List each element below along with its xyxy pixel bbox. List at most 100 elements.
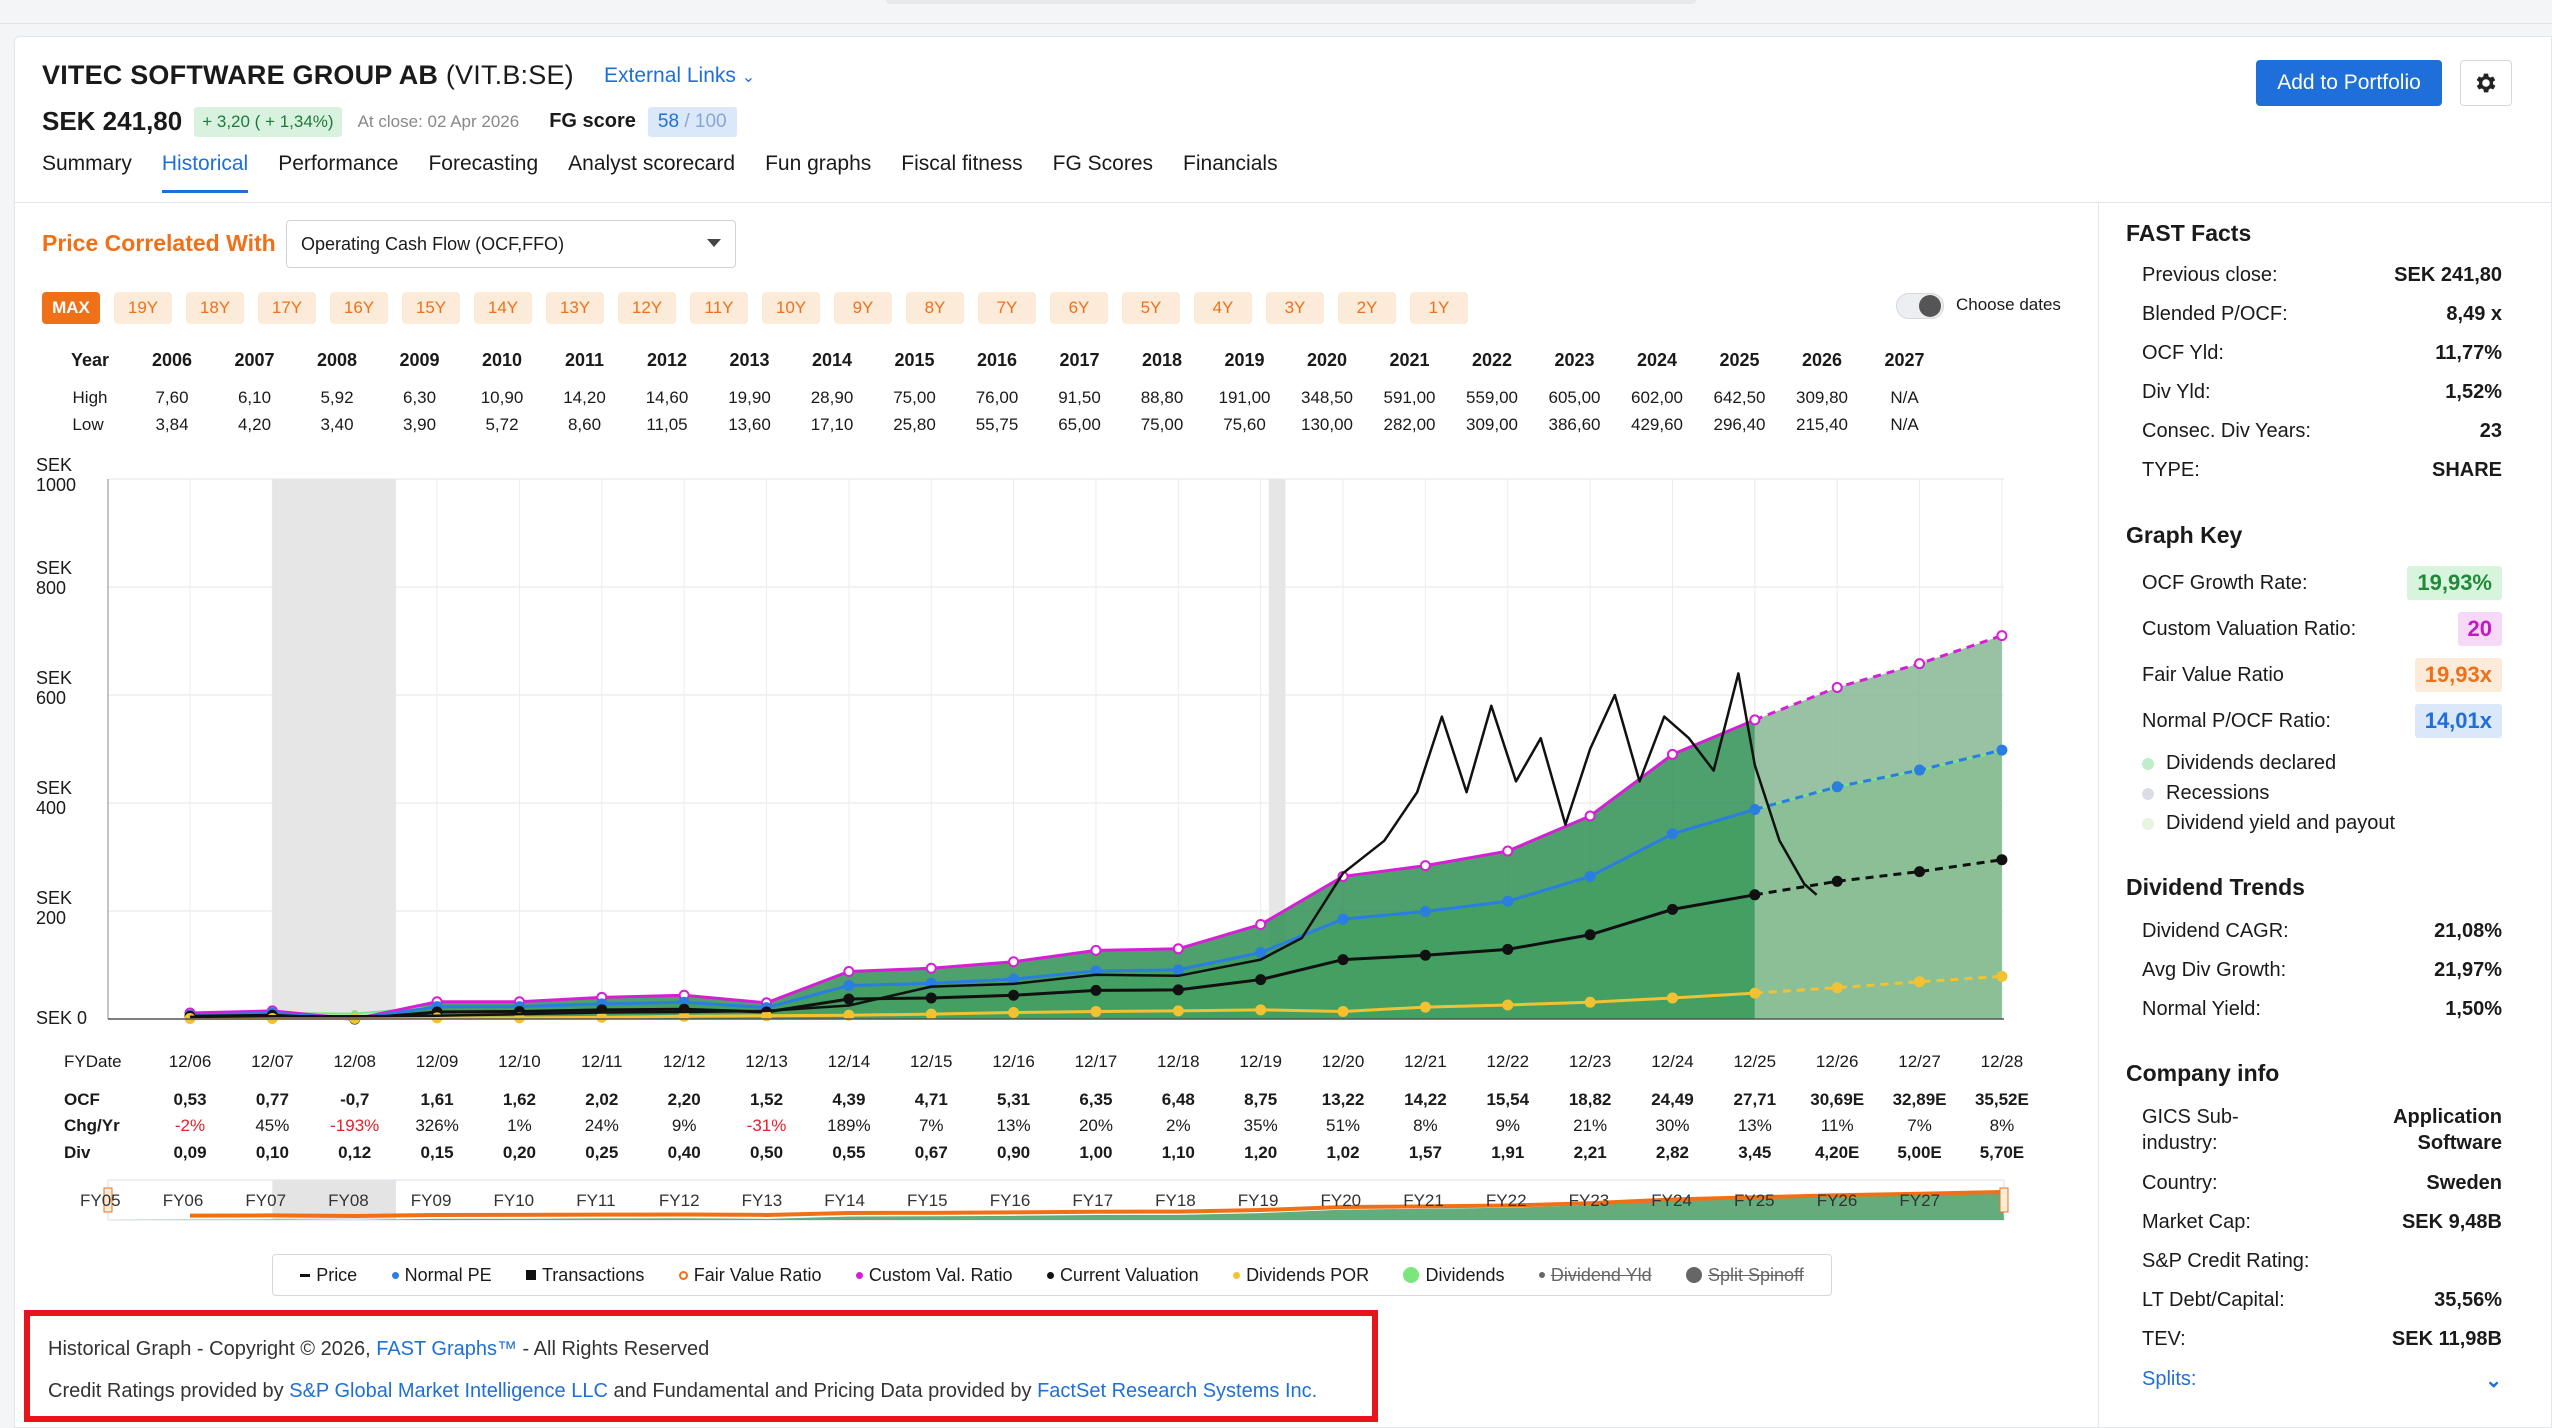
dividends-por-point: [1584, 996, 1596, 1008]
tab-fg-scores[interactable]: FG Scores: [1052, 152, 1154, 175]
tab-fun-graphs[interactable]: Fun graphs: [765, 152, 872, 175]
gics-row: GICS Sub-industry: Application Software: [2142, 1104, 2502, 1156]
fy-date: 12/28: [1980, 1052, 2024, 1071]
range-button-10y[interactable]: 10Y: [762, 292, 820, 324]
fast-fact-row: OCF Yld: 11,77%: [2142, 342, 2502, 365]
graph-key-badge[interactable]: 14,01x: [2414, 704, 2502, 738]
row-value: 21,97%: [2434, 959, 2502, 981]
legend-marker-icon: [525, 1270, 536, 1280]
tab-financials[interactable]: Financials: [1183, 152, 1278, 175]
legend-transactions[interactable]: Transactions: [525, 1265, 644, 1286]
range-button-13y[interactable]: 13Y: [546, 292, 604, 324]
chevron-down-icon[interactable]: ⌄: [2485, 1370, 2502, 1392]
chevron-down-icon: ⌄: [741, 69, 756, 86]
graph-key-badge[interactable]: 19,93x: [2414, 658, 2502, 692]
fast-graphs-link[interactable]: FAST Graphs™: [376, 1338, 517, 1360]
year-low: 3,84: [155, 415, 189, 434]
tab-historical[interactable]: Historical: [161, 152, 249, 193]
dividends-por-point: [1914, 976, 1926, 988]
range-button-max[interactable]: MAX: [42, 292, 100, 324]
legend-fair-value-ratio[interactable]: Fair Value Ratio: [678, 1265, 821, 1286]
fy-date: 12/06: [168, 1052, 212, 1071]
splits-link[interactable]: Splits:: [2142, 1368, 2197, 1390]
tab-fiscal-fitness[interactable]: Fiscal fitness: [901, 152, 1023, 175]
fg-score-badge[interactable]: 58 / 100: [647, 106, 737, 137]
range-button-3y[interactable]: 3Y: [1266, 292, 1324, 324]
div-value: 1,20: [1244, 1143, 1278, 1162]
year-header: 2026: [1801, 350, 1843, 370]
legend-price[interactable]: Price: [300, 1265, 357, 1286]
copyright-line: Historical Graph - Copyright © 2026, FAS…: [48, 1338, 709, 1361]
year-high: 605,00: [1548, 388, 1601, 407]
sp-global-link[interactable]: S&P Global Market Intelligence LLC: [289, 1380, 608, 1402]
range-button-16y[interactable]: 16Y: [330, 292, 388, 324]
range-button-1y[interactable]: 1Y: [1410, 292, 1468, 324]
search-bar-stub[interactable]: [886, 0, 1696, 4]
legend-dividends-por[interactable]: Dividends POR: [1233, 1265, 1369, 1286]
tab-summary[interactable]: Summary: [42, 152, 132, 175]
rights-text: - All Rights Reserved: [517, 1338, 710, 1360]
graph-key-dot-row[interactable]: Dividends declared: [2142, 752, 2502, 775]
settings-button[interactable]: [2460, 60, 2512, 106]
range-button-12y[interactable]: 12Y: [618, 292, 676, 324]
div-value: 4,20E: [1814, 1143, 1860, 1162]
navigator-label: FY07: [245, 1191, 286, 1210]
navigator-label: FY27: [1899, 1191, 1940, 1210]
graph-key-badge[interactable]: 20: [2457, 612, 2502, 646]
range-button-5y[interactable]: 5Y: [1122, 292, 1180, 324]
chg-value: 2%: [1166, 1116, 1191, 1135]
year-high: 642,50: [1713, 388, 1766, 407]
graph-key-dot-row[interactable]: Recessions: [2142, 782, 2502, 805]
range-button-11y[interactable]: 11Y: [690, 292, 748, 324]
key-dot-icon: [2142, 757, 2154, 770]
chg-value: 13%: [1737, 1116, 1772, 1135]
navigator-label: FY09: [411, 1191, 452, 1210]
range-button-19y[interactable]: 19Y: [114, 292, 172, 324]
year-high: 191,00: [1218, 388, 1271, 407]
normal-pe-point: [1666, 828, 1678, 840]
range-button-15y[interactable]: 15Y: [402, 292, 460, 324]
range-button-8y[interactable]: 8Y: [906, 292, 964, 324]
external-links-dropdown[interactable]: External Links ⌄: [604, 64, 755, 88]
year-header: 2008: [316, 350, 358, 370]
add-to-portfolio-button[interactable]: Add to Portfolio: [2256, 60, 2442, 106]
splits-row[interactable]: Splits: ⌄: [2142, 1368, 2502, 1392]
metric-select[interactable]: Operating Cash Flow (OCF,FFO): [286, 220, 736, 268]
custom-val-ratio-point: [843, 965, 855, 977]
current-valuation-point: [1831, 875, 1843, 887]
tab-forecasting[interactable]: Forecasting: [428, 152, 539, 175]
legend-split-spinoff[interactable]: Split Spinoff: [1686, 1265, 1804, 1286]
legend-normal-pe[interactable]: Normal PE: [391, 1265, 492, 1286]
range-button-4y[interactable]: 4Y: [1194, 292, 1252, 324]
choose-dates-toggle[interactable]: [1896, 293, 1944, 319]
graph-key-row: OCF Growth Rate: 19,93%: [2142, 566, 2502, 600]
year-high: 75,00: [893, 388, 936, 407]
range-button-6y[interactable]: 6Y: [1050, 292, 1108, 324]
row-key: Avg Div Growth:: [2142, 959, 2287, 981]
dividends-por-point: [1419, 1001, 1431, 1013]
year-low: 25,80: [893, 415, 936, 434]
div-value: 0,15: [420, 1143, 454, 1162]
legend-custom-val-ratio[interactable]: Custom Val. Ratio: [855, 1265, 1013, 1286]
year-header: 2006: [151, 350, 193, 370]
historical-chart[interactable]: FY05 FY06 FY07 FY08 FY09 FY10 FY11 FY12 FY13 FY14…: [0, 440, 2098, 1270]
range-button-14y[interactable]: 14Y: [474, 292, 532, 324]
navigator-label: FY22: [1486, 1191, 1527, 1210]
current-valuation-point: [1337, 954, 1349, 966]
graph-key-dot-row[interactable]: Dividend yield and payout: [2142, 812, 2502, 835]
legend-dividends[interactable]: Dividends: [1403, 1265, 1505, 1286]
row-value: SEK 9,48B: [2401, 1211, 2502, 1233]
legend-current-valuation[interactable]: Current Valuation: [1046, 1265, 1199, 1286]
tab-analyst-scorecard[interactable]: Analyst scorecard: [568, 152, 736, 175]
graph-key-badge[interactable]: 19,93%: [2407, 566, 2502, 600]
legend-dividend-yld[interactable]: Dividend Yld: [1538, 1265, 1652, 1286]
range-button-17y[interactable]: 17Y: [258, 292, 316, 324]
factset-link[interactable]: FactSet Research Systems Inc.: [1037, 1380, 1318, 1402]
row-key: Div Yld:: [2142, 381, 2211, 403]
range-button-2y[interactable]: 2Y: [1338, 292, 1396, 324]
range-button-18y[interactable]: 18Y: [186, 292, 244, 324]
range-button-9y[interactable]: 9Y: [834, 292, 892, 324]
row-key: Custom Valuation Ratio:: [2142, 618, 2357, 640]
range-button-7y[interactable]: 7Y: [978, 292, 1036, 324]
tab-performance[interactable]: Performance: [278, 152, 399, 175]
